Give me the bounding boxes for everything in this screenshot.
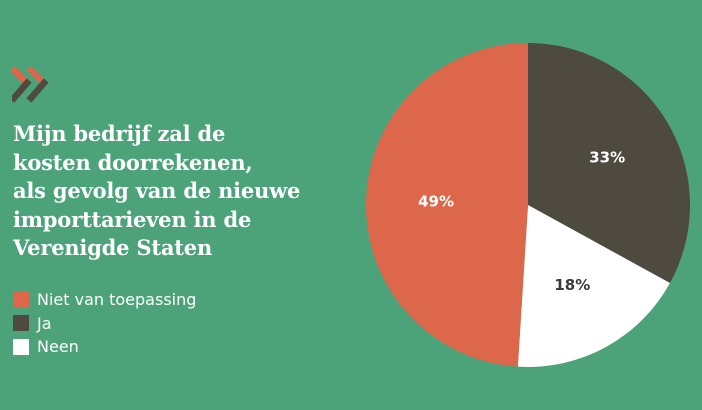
- chart-title: Mijn bedrijf zal de kosten doorrekenen, …: [13, 120, 343, 263]
- pie-slice-neen: [517, 205, 670, 367]
- legend-label: Ja: [37, 313, 52, 333]
- slice-data-label: 49%: [418, 193, 454, 211]
- double-chevron-right-icon: [12, 68, 49, 103]
- title-line: kosten doorrekenen,: [13, 149, 253, 175]
- pie-slice-ja: [528, 43, 690, 284]
- pie-slice-niet-van-toepassing: [366, 43, 528, 367]
- title-line: als gevolg van de nieuwe: [13, 178, 301, 203]
- legend-swatch: [13, 315, 29, 332]
- legend-item-neen: Neen: [13, 335, 196, 359]
- slice-data-label: 18%: [554, 276, 590, 294]
- legend-item-niet-van-toepassing: Niet van toepassing: [13, 288, 196, 312]
- title-line: Mijn bedrijf zal de: [13, 121, 226, 146]
- legend-item-ja: Ja: [13, 312, 196, 336]
- legend-swatch: [13, 338, 29, 355]
- legend-swatch: [13, 291, 29, 308]
- chart-legend: Niet van toepassing Ja Neen: [13, 288, 196, 359]
- title-line: importtarieven in de: [13, 206, 252, 232]
- legend-label: Neen: [37, 337, 79, 357]
- slice-data-label: 33%: [589, 149, 625, 167]
- title-line: Verenigde Staten: [13, 235, 213, 260]
- legend-label: Niet van toepassing: [37, 290, 197, 310]
